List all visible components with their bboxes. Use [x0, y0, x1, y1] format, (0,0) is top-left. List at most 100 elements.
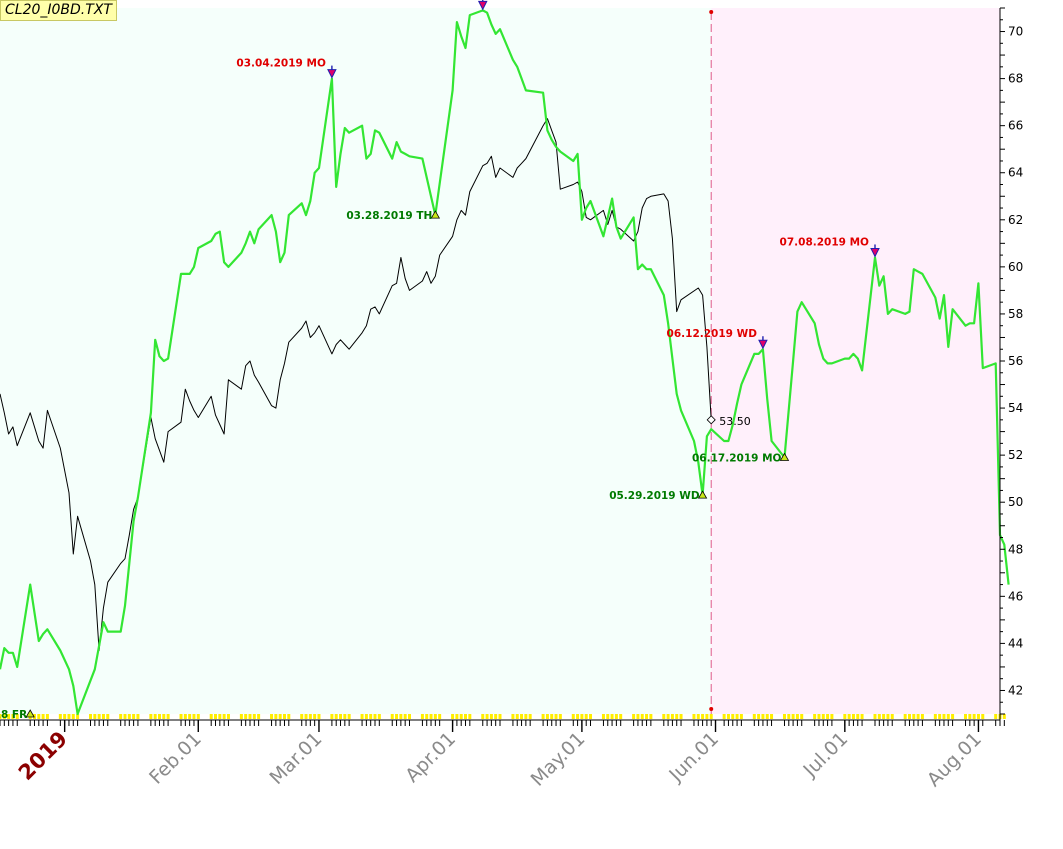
y-tick-label: 44: [1008, 636, 1023, 650]
day-tick-mark: [752, 714, 756, 719]
day-tick-mark: [45, 714, 49, 719]
day-tick-mark: [330, 714, 334, 719]
day-tick-mark: [32, 714, 36, 719]
day-tick-mark: [770, 714, 774, 719]
day-tick-mark: [821, 714, 825, 719]
day-tick-mark: [166, 714, 170, 719]
day-tick-mark: [252, 714, 256, 719]
y-tick-label: 70: [1008, 25, 1023, 39]
y-tick-label: 46: [1008, 589, 1023, 603]
day-tick-mark: [153, 714, 157, 719]
low-annotation: 05.29.2019 WD: [609, 490, 700, 502]
day-tick-mark: [425, 714, 429, 719]
day-tick-mark: [739, 714, 743, 719]
day-tick-mark: [343, 714, 347, 719]
day-tick-mark: [589, 714, 593, 719]
day-tick-mark: [916, 714, 920, 719]
day-tick-mark: [188, 714, 192, 719]
day-tick-mark: [679, 714, 683, 719]
day-tick-mark: [571, 714, 575, 719]
low-marker: [25, 709, 35, 718]
day-tick-mark: [407, 714, 411, 719]
day-tick-mark: [920, 714, 924, 719]
day-tick-mark: [420, 714, 424, 719]
day-tick-mark: [791, 714, 795, 719]
day-tick-mark: [800, 714, 804, 719]
day-tick-mark: [287, 714, 291, 719]
day-tick-mark: [933, 714, 937, 719]
day-tick-mark: [455, 714, 459, 719]
day-tick-mark: [278, 714, 282, 719]
y-tick-label: 50: [1008, 495, 1023, 509]
day-tick-mark: [226, 714, 230, 719]
day-tick-mark: [41, 714, 45, 719]
forecast-line: [0, 9, 1010, 716]
day-tick-mark: [464, 714, 468, 719]
y-tick-label: 48: [1008, 542, 1023, 556]
last-value-marker: [706, 415, 716, 425]
y-tick-label: 54: [1008, 401, 1023, 415]
day-tick-mark: [373, 714, 377, 719]
day-tick-mark: [782, 714, 786, 719]
day-tick-mark: [0, 714, 2, 719]
day-tick-mark: [873, 714, 877, 719]
day-tick-mark: [93, 714, 97, 719]
day-tick-mark: [666, 714, 670, 719]
day-tick-mark: [71, 714, 75, 719]
day-tick-mark: [360, 714, 364, 719]
divider-bottom-marker: [709, 707, 714, 711]
day-tick-mark: [157, 714, 161, 719]
day-tick-mark: [601, 714, 605, 719]
last-value-label: 53.50: [719, 415, 751, 428]
low-marker: [779, 452, 790, 461]
day-tick-mark: [545, 714, 549, 719]
day-tick-mark: [282, 714, 286, 719]
day-tick-mark: [847, 714, 851, 719]
day-tick-mark: [239, 714, 243, 719]
low-marker: [430, 210, 441, 219]
day-tick-mark: [705, 714, 709, 719]
day-tick-mark: [7, 714, 11, 719]
low-annotation: 2.21.2018 FR: [0, 709, 27, 721]
y-tick-label: 64: [1008, 166, 1023, 180]
day-tick-mark: [438, 714, 442, 719]
day-tick-mark: [183, 714, 187, 719]
day-tick-mark: [632, 714, 636, 719]
day-tick-mark: [645, 714, 649, 719]
day-tick-mark: [675, 714, 679, 719]
year-tick-label: 2019: [14, 727, 72, 785]
day-tick-mark: [308, 714, 312, 719]
day-tick-mark: [313, 714, 317, 719]
day-tick-mark: [981, 714, 985, 719]
high-annotation: 07.08.2019 MO: [780, 236, 870, 248]
day-tick-mark: [731, 714, 735, 719]
day-tick-mark: [222, 714, 226, 719]
day-tick-mark: [451, 714, 455, 719]
day-tick-mark: [994, 714, 998, 719]
day-tick-mark: [149, 714, 153, 719]
day-tick-mark: [37, 714, 41, 719]
day-tick-mark: [395, 714, 399, 719]
low-annotation: 03.28.2019 TH: [346, 210, 432, 222]
price-line: [0, 118, 712, 651]
day-tick-mark: [761, 714, 765, 719]
day-tick-mark: [498, 714, 502, 719]
day-tick-mark: [817, 714, 821, 719]
day-tick-mark: [97, 714, 101, 719]
day-tick-mark: [614, 714, 618, 719]
day-tick-mark: [15, 714, 19, 719]
day-tick-mark: [58, 714, 62, 719]
day-tick-mark: [610, 714, 614, 719]
day-tick-mark: [912, 714, 916, 719]
day-tick-mark: [606, 714, 610, 719]
day-tick-mark: [851, 714, 855, 719]
day-tick-mark: [481, 714, 485, 719]
day-tick-mark: [856, 714, 860, 719]
history-region: [0, 8, 712, 714]
day-tick-mark: [63, 714, 67, 719]
day-tick-mark: [179, 714, 183, 719]
y-tick-label: 68: [1008, 72, 1023, 86]
day-tick-mark: [619, 714, 623, 719]
day-tick-mark: [106, 714, 110, 719]
